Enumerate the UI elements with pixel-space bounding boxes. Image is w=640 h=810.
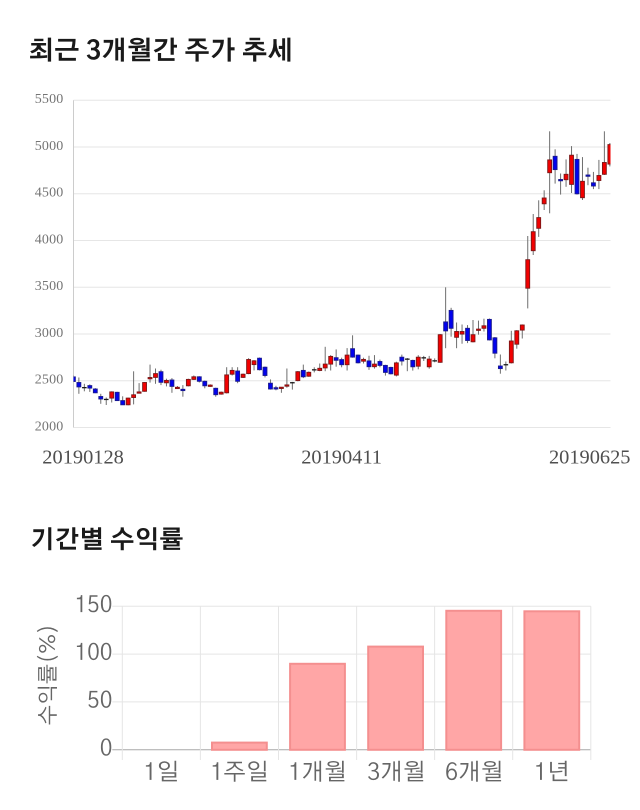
svg-text:20190128: 20190128: [42, 447, 124, 469]
svg-text:20190411: 20190411: [301, 447, 382, 469]
svg-text:3500: 3500: [35, 279, 64, 294]
svg-text:5000: 5000: [35, 139, 64, 154]
svg-text:4000: 4000: [35, 232, 64, 247]
svg-text:20190625: 20190625: [549, 447, 631, 469]
svg-text:5500: 5500: [35, 92, 64, 107]
svg-text:3000: 3000: [35, 326, 64, 341]
svg-text:2500: 2500: [35, 373, 64, 388]
svg-text:4500: 4500: [35, 186, 64, 201]
svg-text:2000: 2000: [35, 419, 64, 434]
